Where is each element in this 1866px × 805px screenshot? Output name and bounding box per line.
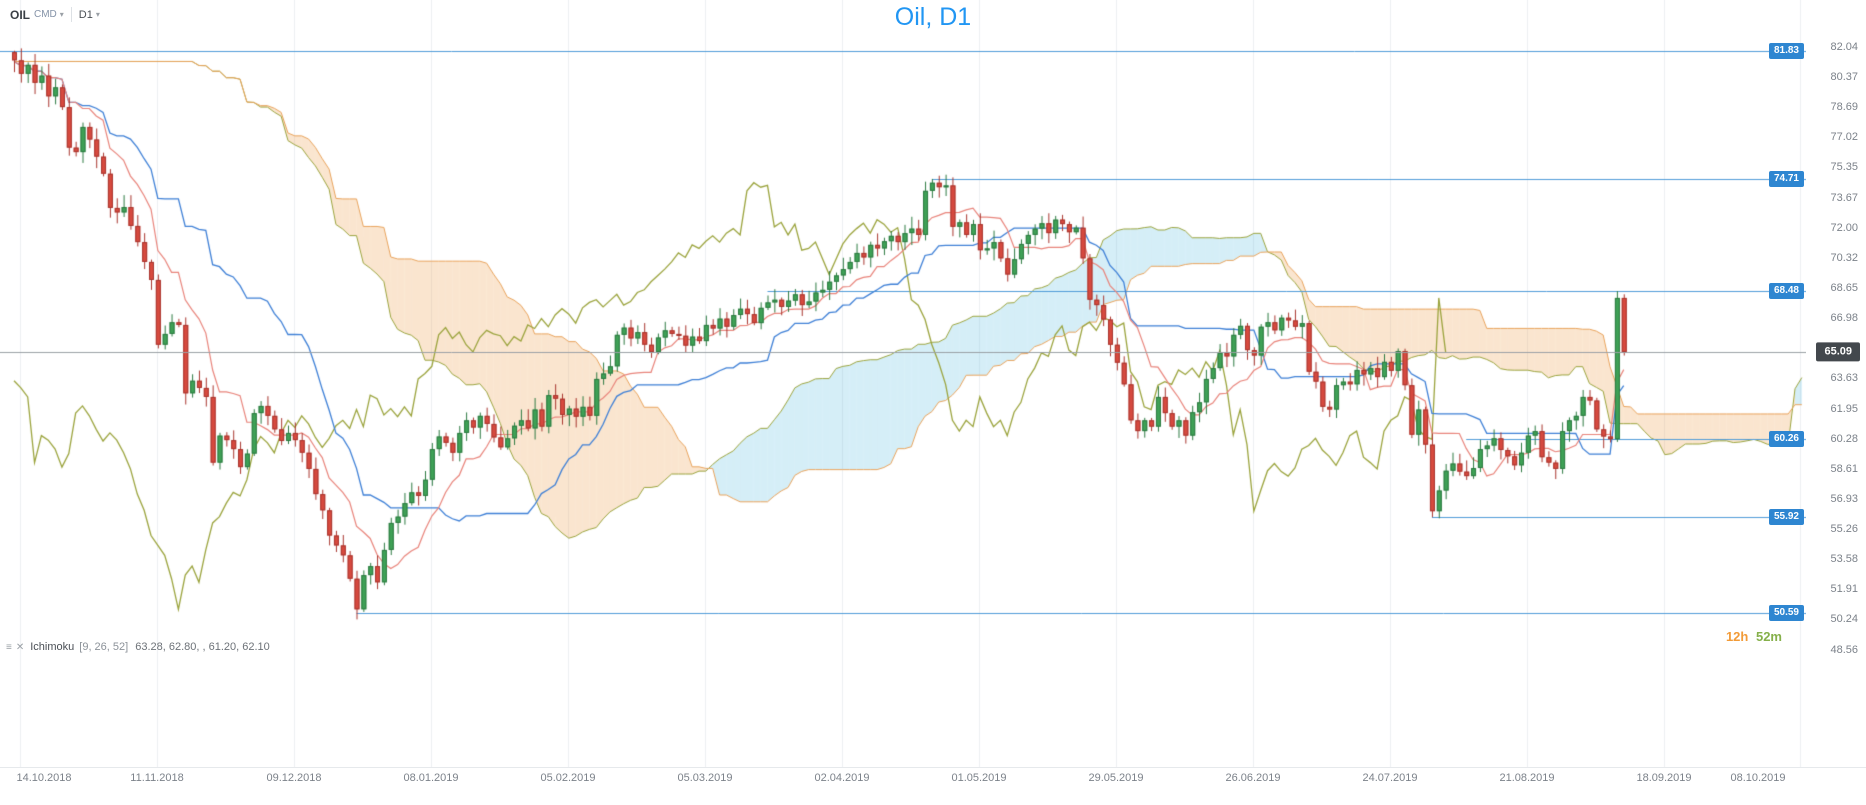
current-price-badge: 65.09 xyxy=(1816,342,1860,362)
price-axis-tick: 53.58 xyxy=(1830,553,1858,566)
market-label[interactable]: CMD xyxy=(34,9,57,20)
price-axis-tick: 61.95 xyxy=(1830,402,1858,415)
indicator-name: Ichimoku xyxy=(30,641,75,653)
price-axis-tick: 63.63 xyxy=(1830,372,1858,385)
bar-countdown: 12h 52m xyxy=(1726,629,1782,644)
indicator-legend: ≡ ✕ Ichimoku [9, 26, 52] 63.28, 62.80, ,… xyxy=(6,641,270,653)
time-axis-label: 26.06.2019 xyxy=(1225,772,1281,784)
header-divider xyxy=(70,7,72,22)
price-axis-tick: 68.65 xyxy=(1830,282,1858,295)
time-axis-label: 24.07.2019 xyxy=(1362,772,1418,784)
chevron-down-icon[interactable]: ▾ xyxy=(59,10,64,19)
time-axis-label: 02.04.2019 xyxy=(814,772,870,784)
price-level-badge[interactable]: 60.26 xyxy=(1768,431,1804,448)
timeframe-selector[interactable]: D1 xyxy=(78,8,93,21)
chevron-down-icon[interactable]: ▾ xyxy=(95,10,100,19)
time-axis-label: 18.09.2019 xyxy=(1636,772,1692,784)
time-axis-label: 11.11.2018 xyxy=(130,772,184,784)
price-axis-tick: 56.93 xyxy=(1830,492,1858,505)
price-axis-tick: 55.26 xyxy=(1830,523,1858,536)
axis-separator xyxy=(0,767,1866,768)
price-level-badge[interactable]: 50.59 xyxy=(1768,605,1804,622)
price-axis-tick: 66.98 xyxy=(1830,312,1858,325)
price-axis-tick: 51.91 xyxy=(1830,583,1858,596)
time-axis-label: 21.08.2019 xyxy=(1499,772,1555,784)
symbol-label[interactable]: OIL xyxy=(10,7,30,22)
time-axis-label: 14.10.2018 xyxy=(16,772,72,784)
countdown-hours: 12h xyxy=(1725,629,1749,644)
price-chart-canvas[interactable] xyxy=(0,0,1806,768)
price-axis-tick: 58.61 xyxy=(1830,462,1858,475)
indicator-values: 63.28, 62.80, , 61.20, 62.10 xyxy=(135,641,270,653)
chart-title: Oil, D1 xyxy=(894,3,972,31)
price-level-badge[interactable]: 55.92 xyxy=(1768,509,1804,526)
indicator-remove-icon[interactable]: ✕ xyxy=(15,641,25,653)
price-axis-tick: 77.02 xyxy=(1830,131,1858,144)
time-axis-label: 08.01.2019 xyxy=(403,772,459,784)
time-axis-label: 05.03.2019 xyxy=(677,772,733,784)
price-axis-tick: 72.00 xyxy=(1830,221,1858,234)
price-axis-tick: 78.69 xyxy=(1830,101,1858,114)
time-axis-label: 05.02.2019 xyxy=(540,772,596,784)
indicator-params: [9, 26, 52] xyxy=(79,641,129,653)
price-axis-tick: 48.56 xyxy=(1830,643,1858,656)
price-axis-tick: 75.35 xyxy=(1830,161,1858,174)
price-axis-tick: 60.28 xyxy=(1830,432,1858,445)
price-level-badge[interactable]: 68.48 xyxy=(1768,283,1804,300)
price-axis-tick: 73.67 xyxy=(1830,191,1858,204)
instrument-header: OIL CMD ▾ D1 ▾ xyxy=(10,7,100,22)
price-level-badge[interactable]: 74.71 xyxy=(1768,170,1804,187)
time-axis-label: 29.05.2019 xyxy=(1088,772,1144,784)
price-axis-tick: 80.37 xyxy=(1830,71,1858,84)
time-axis-label: 09.12.2018 xyxy=(266,772,322,784)
price-axis-tick: 82.04 xyxy=(1830,41,1858,53)
price-axis-tick: 70.32 xyxy=(1830,251,1858,264)
time-axis-label: 01.05.2019 xyxy=(951,772,1007,784)
price-level-badge[interactable]: 81.83 xyxy=(1768,42,1804,59)
countdown-minutes: 52m xyxy=(1755,629,1782,644)
indicator-settings-icon[interactable]: ≡ xyxy=(6,641,12,653)
time-axis-label: 08.10.2019 xyxy=(1730,772,1786,784)
price-axis-tick: 50.24 xyxy=(1830,613,1858,626)
